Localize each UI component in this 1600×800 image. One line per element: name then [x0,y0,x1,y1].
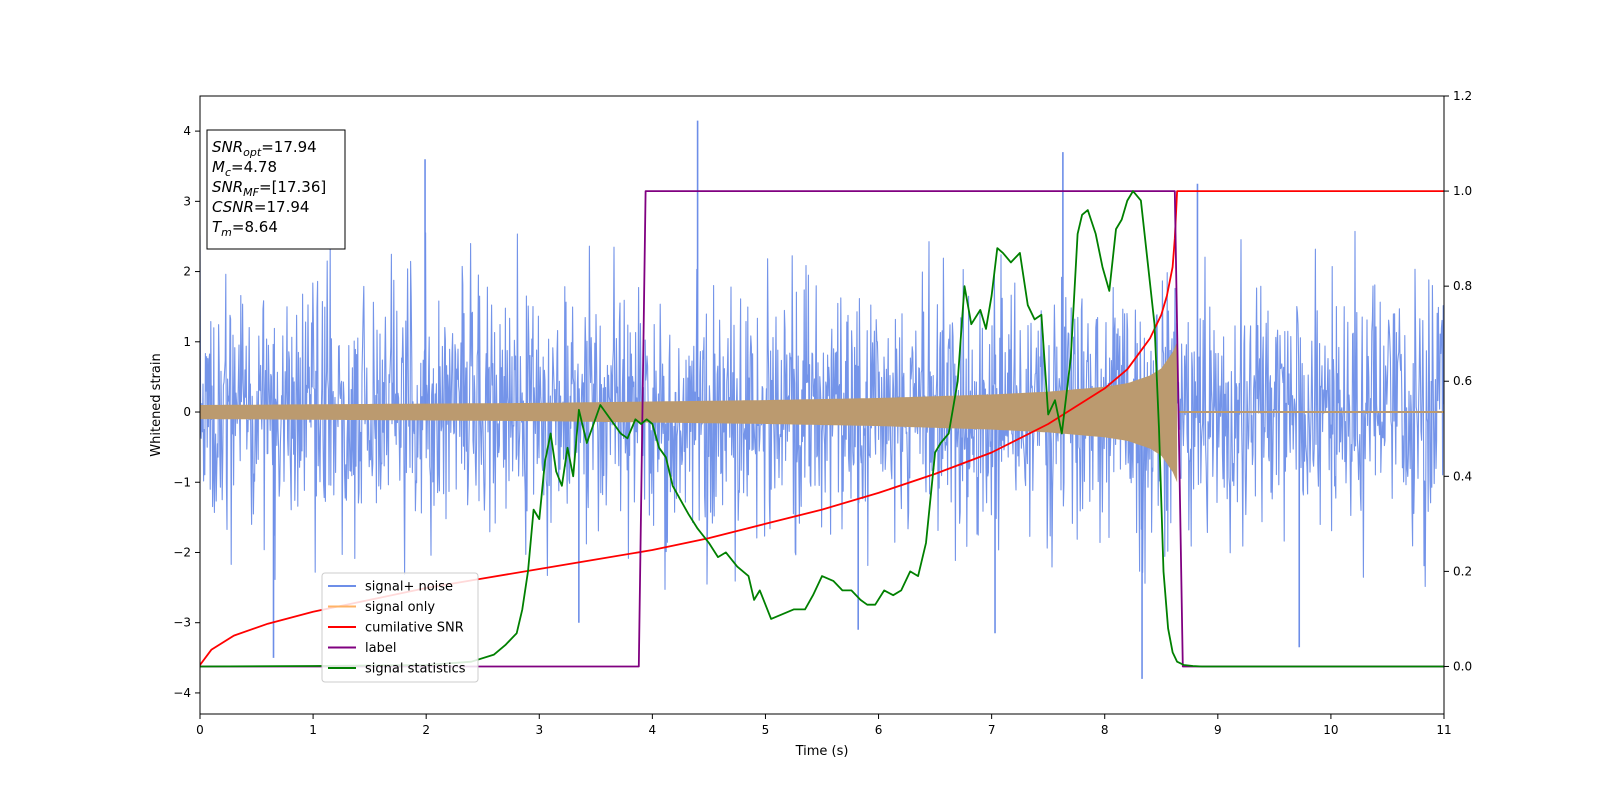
annotation-value: =[17.36] [259,178,326,196]
y-axis-label: Whitened strain [149,353,164,456]
x-tick-label: 9 [1214,723,1222,737]
x-axis-ticks: 0 1 2 3 4 5 6 7 8 9 10 11 [196,714,1452,737]
annotation-symbol: CSNR [212,198,254,216]
x-tick-label: 4 [649,723,657,737]
annotation-value: =8.64 [232,218,278,236]
y2-tick-label: 0.4 [1453,469,1472,483]
noise-trace [200,230,1444,590]
x-tick-label: 5 [762,723,770,737]
annotation-value: =4.78 [231,158,277,176]
annotation-subscript: MF [243,186,259,199]
y-axis-ticks: −4 −3 −2 −1 0 1 2 3 4 [173,124,200,700]
legend: signal+ noise signal only cumilative SNR la… [321,572,479,683]
annotation-line: SNRMF=[17.36] [212,178,326,199]
x-tick-label: 8 [1101,723,1109,737]
y-tick-label: 1 [183,335,191,349]
y-tick-label: −4 [173,686,191,700]
series-signal-only [200,341,1444,483]
series-signal-statistics [200,190,1444,668]
y-tick-label: −2 [173,545,191,559]
y2-tick-label: 1.2 [1453,89,1472,103]
annotation-symbol: SNR [212,178,243,196]
annotation-subscript: opt [243,146,262,159]
annotation-frame [206,129,346,250]
y2-tick-label: 0.6 [1453,374,1472,388]
x-tick-label: 10 [1323,723,1338,737]
annotation-value: =17.94 [254,198,310,216]
signal-envelope [200,341,1178,483]
y2-tick-label: 0.8 [1453,279,1472,293]
x-tick-label: 6 [875,723,883,737]
legend-label: signal statistics [365,662,466,677]
x-axis-label: Time (s) [795,744,849,759]
y-tick-label: −1 [173,475,191,489]
x-tick-label: 1 [309,723,317,737]
annotation-symbol: M [212,158,225,176]
y2-axis-ticks: 0.0 0.2 0.4 0.6 0.8 1.0 1.2 [1444,89,1472,673]
y2-tick-label: 0.0 [1453,659,1472,673]
series-signal-plus-noise [200,120,1444,679]
annotation-line: CSNR=17.94 [212,198,309,216]
legend-frame [321,572,479,683]
y2-tick-label: 0.2 [1453,564,1472,578]
legend-label: label [365,641,396,656]
y-tick-label: 0 [183,405,191,419]
x-tick-label: 2 [422,723,430,737]
x-tick-label: 0 [196,723,204,737]
legend-label: signal+ noise [365,580,453,595]
y-tick-label: 2 [183,265,191,279]
plot-content [200,120,1444,679]
x-tick-label: 7 [988,723,996,737]
annotation-symbol: T [212,218,223,236]
y-tick-label: 3 [183,194,191,208]
legend-label: signal only [365,600,435,615]
snr-annotation-box: SNRopt=17.94Mc=4.78SNRMF=[17.36]CSNR=17.… [206,129,346,250]
plot-frame [199,95,1445,715]
legend-label: cumilative SNR [365,621,464,636]
y-tick-label: 4 [183,124,191,138]
y2-tick-label: 1.0 [1453,184,1472,198]
x-tick-label: 11 [1436,723,1451,737]
annotation-line: Mc=4.78 [212,158,277,179]
annotation-subscript: c [225,166,231,179]
annotation-subscript: m [221,226,232,239]
y-tick-label: −3 [173,616,191,630]
x-tick-label: 3 [535,723,543,737]
annotation-symbol: SNR [212,138,243,156]
annotation-value: =17.94 [261,138,317,156]
annotation-line: Tm=8.64 [212,218,278,239]
annotation-line: SNRopt=17.94 [212,138,317,159]
